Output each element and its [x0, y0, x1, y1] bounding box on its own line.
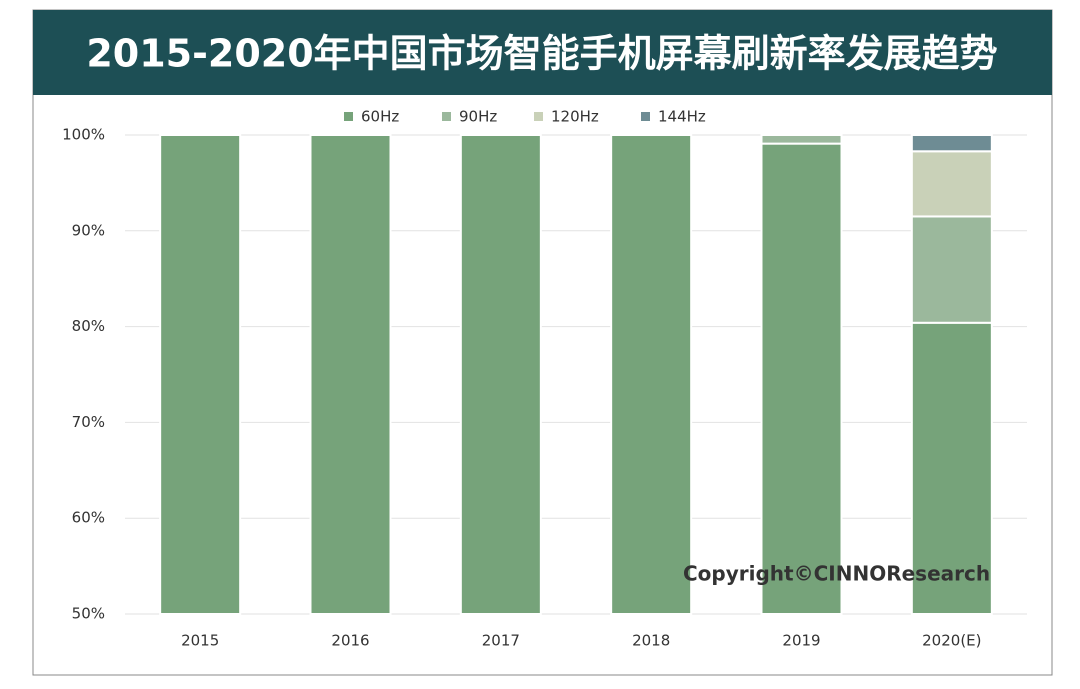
y-tick-label: 50% — [72, 605, 105, 623]
bar-segment — [760, 134, 843, 145]
y-tick-label: 60% — [72, 509, 105, 527]
bar-segment — [459, 134, 542, 615]
bar-segment — [760, 142, 843, 615]
x-tick-label: 2016 — [331, 632, 369, 650]
bar-segment — [910, 150, 993, 218]
y-tick-label: 80% — [72, 317, 105, 335]
legend-label: 144Hz — [658, 108, 706, 126]
chart-title: 2015-2020年中国市场智能手机屏幕刷新率发展趋势 — [86, 32, 997, 76]
bar-segment — [309, 134, 392, 615]
x-tick-label: 2019 — [782, 632, 820, 650]
title-bar — [33, 10, 1052, 95]
x-tick-label: 2015 — [181, 632, 219, 650]
x-tick-label: 2020(E) — [922, 632, 981, 650]
legend-marker — [641, 112, 650, 121]
annotation: Copyright©CINNOResearch — [683, 562, 990, 586]
legend-marker — [534, 112, 543, 121]
plot: 50% 60% 70% 80% 90% 100% 2015 2016 2017 2018 2019 2… — [62, 108, 1027, 650]
x-tick-label: 2017 — [482, 632, 520, 650]
y-tick-label: 100% — [62, 126, 105, 144]
x-tick-label: 2018 — [632, 632, 670, 650]
legend-marker — [344, 112, 353, 121]
legend-marker — [442, 112, 451, 121]
legend-label: 120Hz — [551, 108, 599, 126]
bar-segment — [910, 134, 993, 153]
legend-label: 90Hz — [459, 108, 497, 126]
bar-segment — [610, 134, 693, 615]
legend-label: 60Hz — [361, 108, 399, 126]
bar-segment — [159, 134, 242, 615]
y-tick-label: 90% — [72, 221, 105, 239]
bar-segment — [910, 215, 993, 324]
y-tick-label: 70% — [72, 413, 105, 431]
bar-segment — [910, 321, 993, 615]
